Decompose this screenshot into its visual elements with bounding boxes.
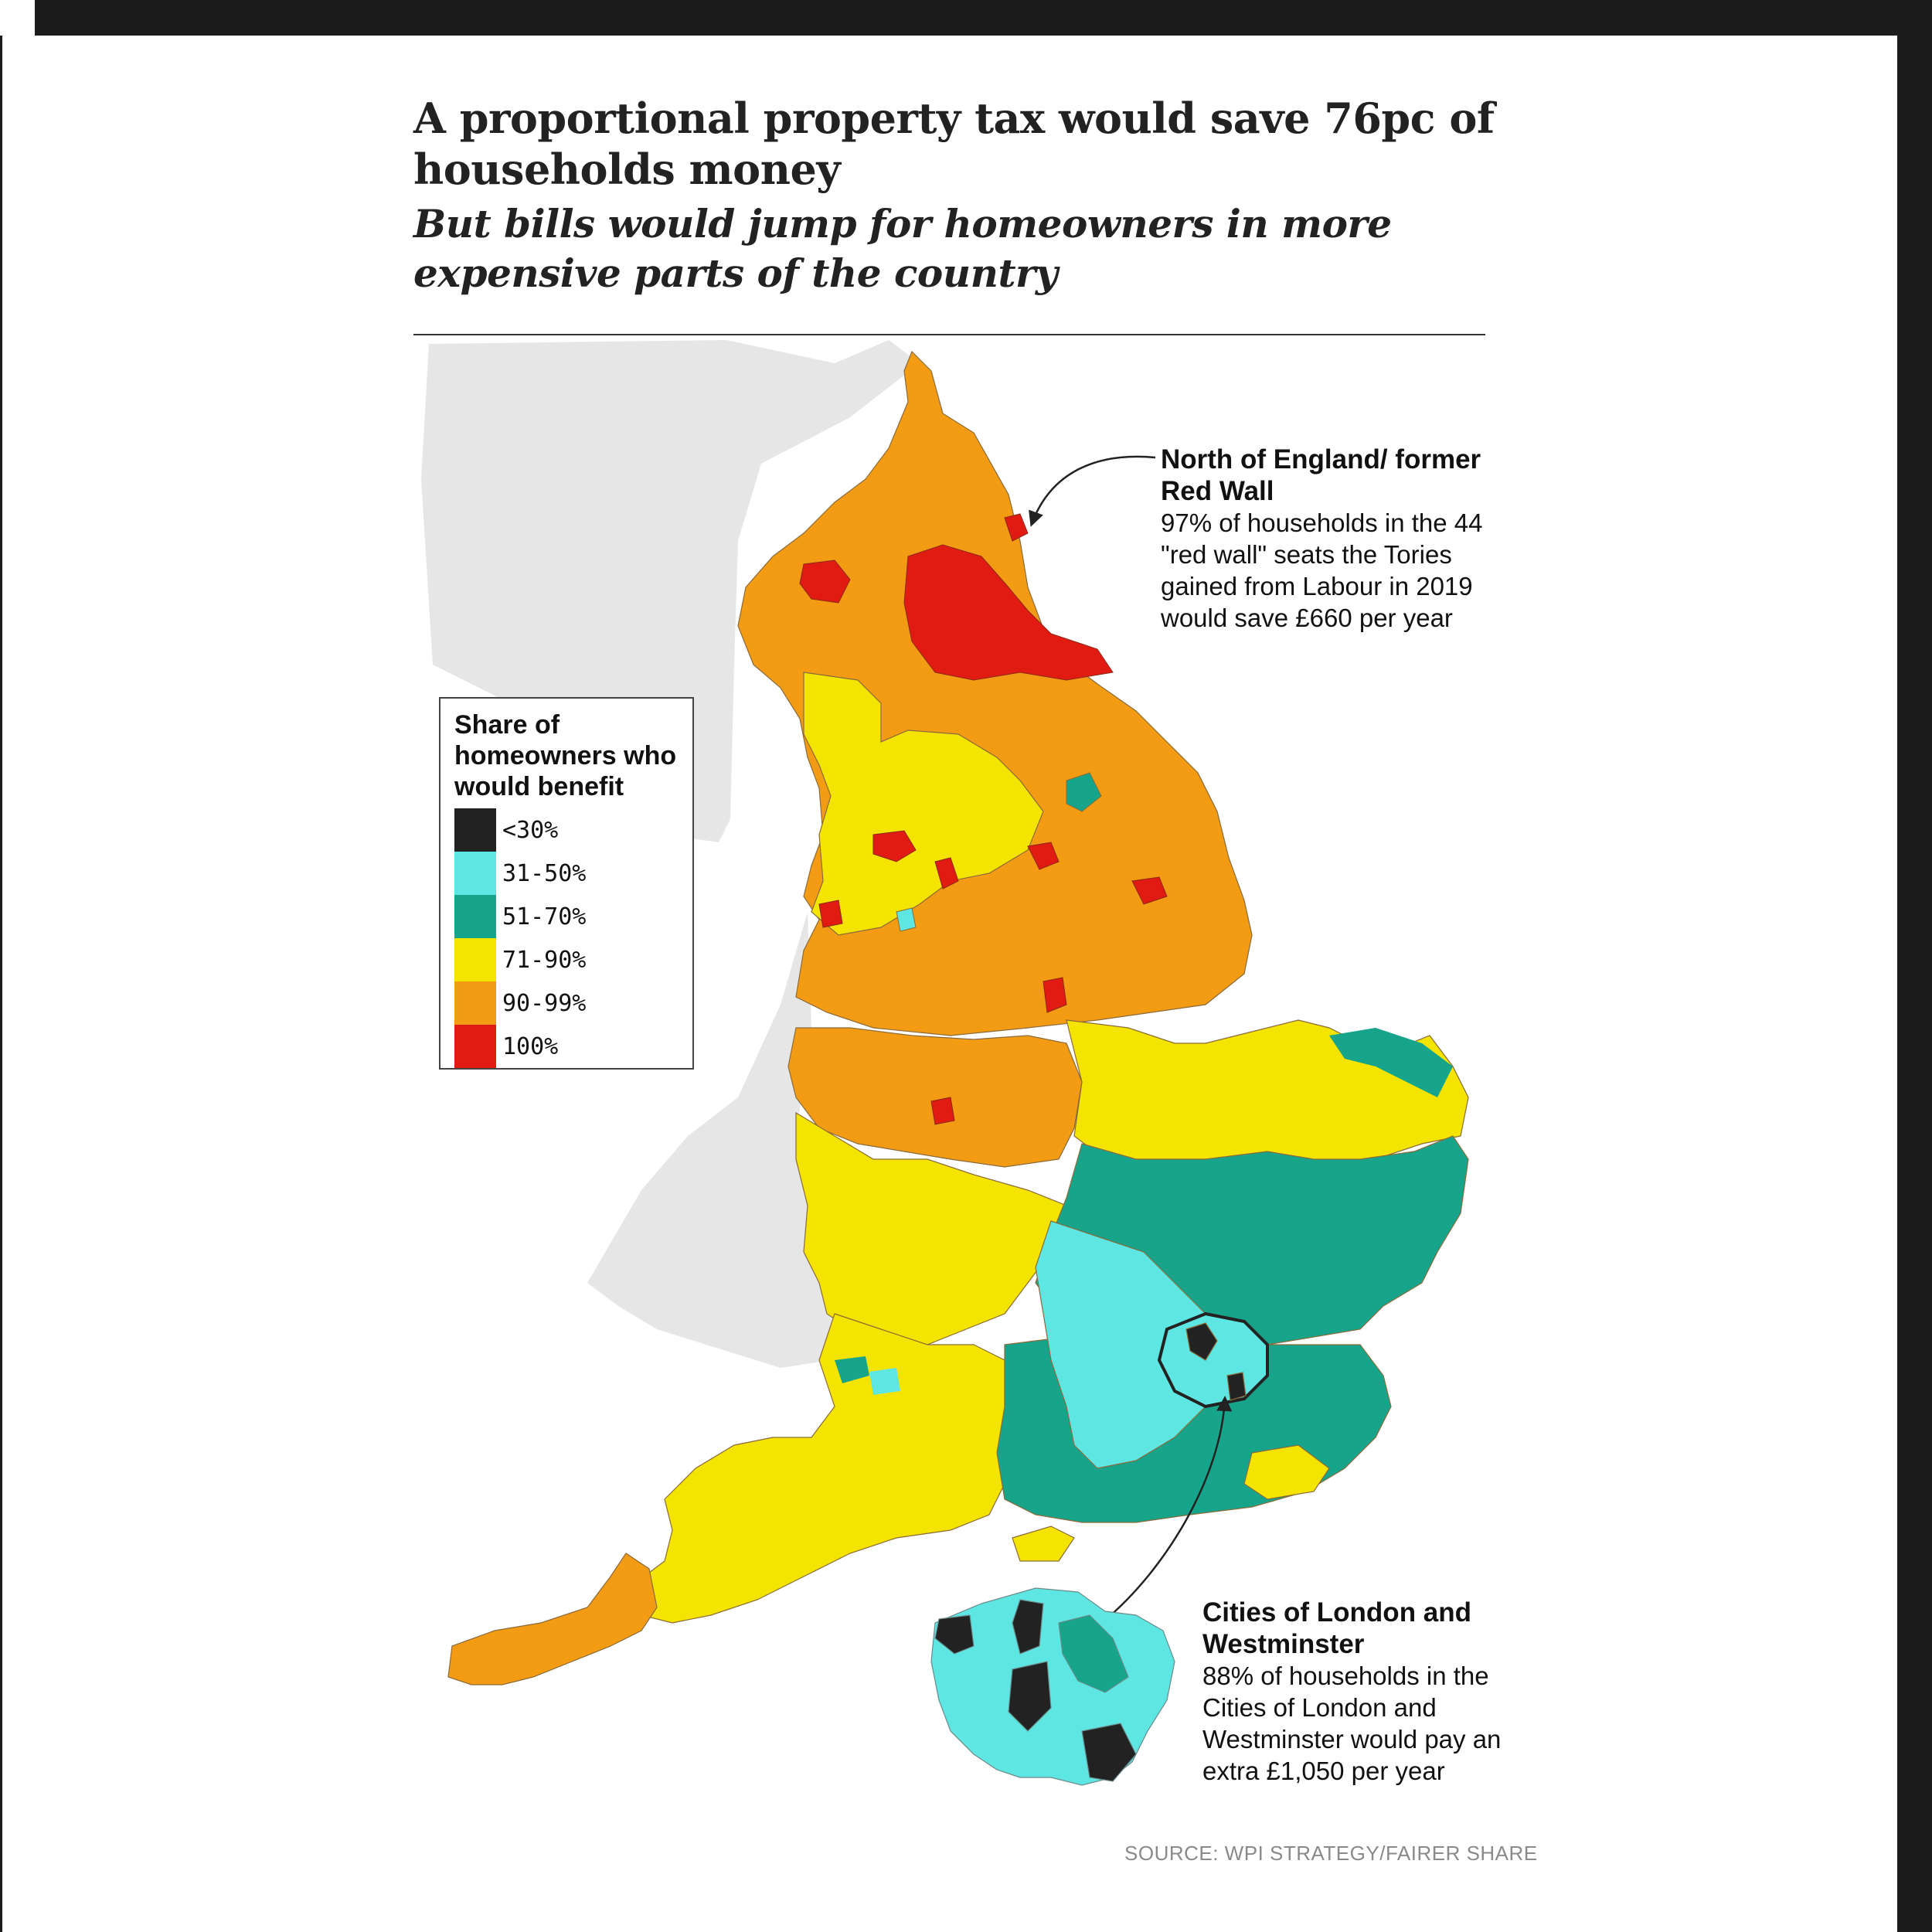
london-inset [930,1587,1175,1786]
region-west-midlands-yellow [795,1111,1067,1345]
frame-top-border [35,0,1932,36]
frame-right-border [1897,0,1932,1932]
legend-swatch [454,938,496,981]
london-arrow [1103,1396,1233,1622]
london-inset-black-nw [934,1614,975,1655]
york-teal [1066,772,1102,812]
hull-red [1131,876,1168,905]
teal-patches [835,772,1453,1395]
region-south-west-yellow [633,1313,1013,1624]
annotation-london: Cities of London and Westminster 88% of … [1202,1597,1512,1787]
lancashire-red-3 [818,900,843,928]
legend-label: 71-90% [502,946,587,974]
north-arrow [1029,455,1156,527]
lancashire-red-1 [872,830,917,862]
annotation-london-body: 88% of households in the Cities of Londo… [1202,1662,1502,1785]
doncaster-red [1043,977,1067,1013]
hundred-percent-patches [799,513,1168,1125]
region-london-core-black [1185,1322,1218,1361]
legend-label: <30% [502,816,559,844]
stoke-red [930,1097,955,1125]
norfolk-teal [1329,1028,1453,1097]
region-midlands-orange [787,1027,1083,1168]
annotation-north: North of England/ former Red Wall 97% of… [1161,444,1501,634]
region-yorkshire-lancashire-yellow [803,672,1044,936]
annotation-north-heading: North of England/ former Red Wall [1161,444,1481,506]
carlisle-red [799,560,851,604]
region-home-counties-cyan [1035,1220,1237,1469]
tyne-wear-red [903,544,1114,681]
legend-label: 51-70% [502,903,587,930]
lancashire-red-2 [934,857,959,889]
legend-item: 71-90% [454,938,679,981]
map-legend: Share of homeowners who would benefit <3… [439,697,694,1070]
legend-item: 100% [454,1025,679,1068]
region-cornwall-orange [447,1553,658,1685]
annotation-london-heading: Cities of London and Westminster [1202,1597,1472,1659]
hartlepool-red [1004,513,1029,542]
region-kent-coast-yellow [1243,1444,1330,1500]
wales-land [587,912,842,1368]
region-isle-of-wight-yellow [1012,1526,1075,1562]
legend-swatch [454,852,496,895]
manchester-cyan [896,907,917,932]
legend-swatch [454,808,496,852]
bristol-cyan [869,1368,900,1395]
legend-title: Share of homeowners who would benefit [454,710,677,801]
london-inset-teal [1058,1614,1129,1693]
legend-label: 90-99% [502,989,587,1017]
legend-swatch [454,895,496,938]
annotation-north-body: 97% of households in the 44 "red wall" s… [1161,509,1483,632]
annotation-arrows [1029,455,1233,1622]
source-credit: SOURCE: WPI STRATEGY/FAIRER SHARE [1124,1842,1538,1865]
leeds-red [1027,842,1060,870]
chart-subtitle: But bills would jump for homeowners in m… [413,201,1392,296]
london-inset-black-se [1081,1723,1137,1782]
london-inset-black-center [1012,1599,1044,1655]
region-london-south-black [1226,1372,1247,1401]
bristol-teal [835,1356,869,1383]
legend-label: 31-50% [502,859,587,887]
legend-label: 100% [502,1032,559,1060]
region-greater-london-outline [1157,1311,1269,1409]
legend-swatch [454,1025,496,1068]
legend-item: <30% [454,808,679,852]
england-choropleth-map [421,340,1469,1786]
chart-title: A proportional property tax would save 7… [413,94,1495,194]
legend-item: 51-70% [454,895,679,938]
legend-item: 90-99% [454,981,679,1025]
title-rule [413,334,1485,335]
legend-item: 31-50% [454,852,679,895]
london-inset-black-central [1008,1661,1052,1732]
legend-swatch [454,981,496,1025]
